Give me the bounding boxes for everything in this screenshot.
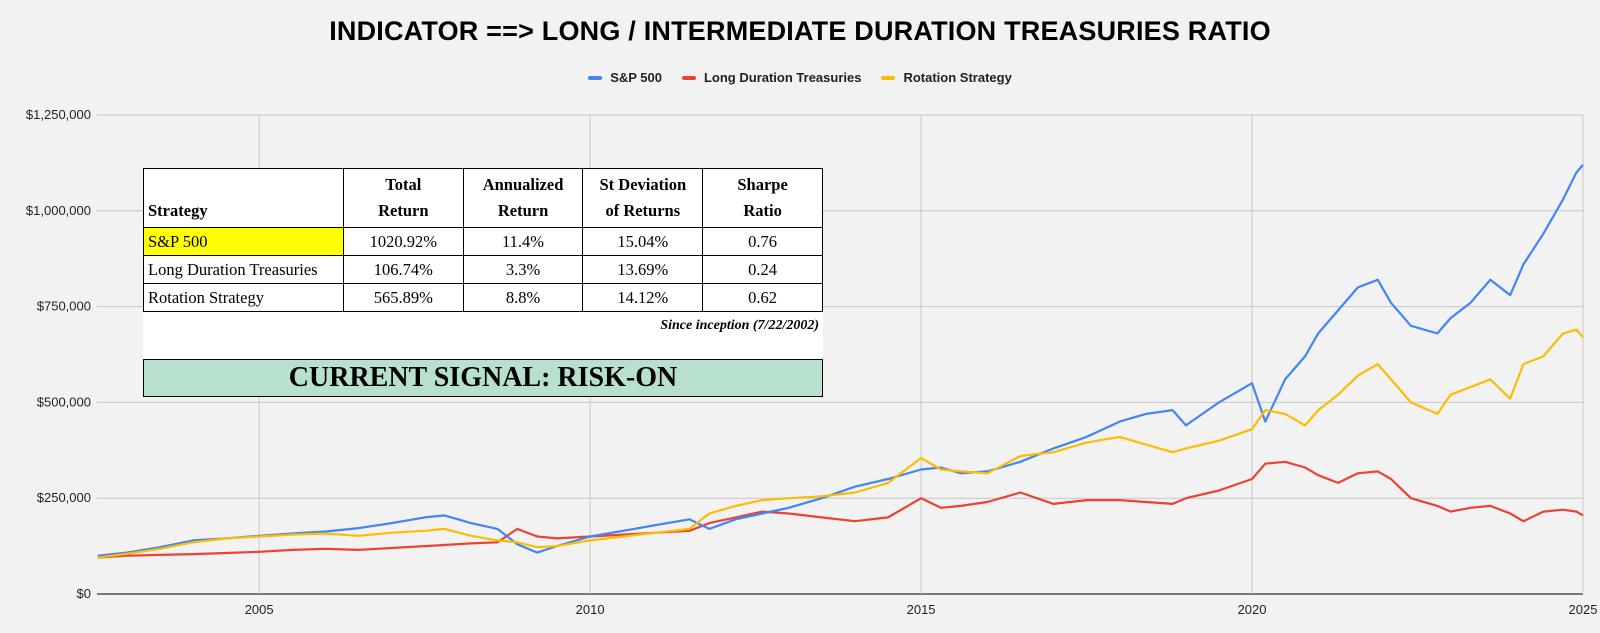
cell-total-return: 1020.92% xyxy=(342,227,464,256)
stats-panel: Strategy Total Return Annualized Return St… xyxy=(143,168,823,397)
table-row: Long Duration Treasuries 106.74% 3.3% 13… xyxy=(143,255,823,284)
header-annual-line1: Annualized xyxy=(482,175,564,194)
chart-title: INDICATOR ==> LONG / INTERMEDIATE DURATI… xyxy=(329,16,1271,46)
cell-sharpe-ratio: 0.24 xyxy=(702,255,823,284)
header-sharpe-ratio: Sharpe Ratio xyxy=(702,168,823,228)
cell-strategy: Rotation Strategy xyxy=(143,283,344,312)
current-signal-banner: CURRENT SIGNAL: RISK-ON xyxy=(143,359,823,397)
y-tick-label: $750,000 xyxy=(37,299,91,314)
table-header-row: Strategy Total Return Annualized Return St… xyxy=(143,168,823,228)
legend-swatch-long-duration xyxy=(681,75,696,80)
header-st-deviation: St Deviation of Returns xyxy=(582,168,704,228)
header-annualized-return: Annualized Return xyxy=(462,168,584,228)
legend-swatch-sp500 xyxy=(588,75,603,80)
header-strategy: Strategy xyxy=(143,168,344,228)
y-tick-label: $1,250,000 xyxy=(26,107,91,122)
series-line-long-duration-treasuries[interactable] xyxy=(97,460,1584,559)
legend-swatch-rotation xyxy=(881,75,896,80)
cell-sharpe-ratio: 0.62 xyxy=(702,283,823,312)
cell-annualized-return: 8.8% xyxy=(462,283,584,312)
header-sharpe-line1: Sharpe xyxy=(737,175,788,194)
x-tick-label: 2025 xyxy=(1569,602,1598,617)
legend-label-sp500: S&P 500 xyxy=(610,70,662,85)
legend: S&P 500 Long Duration Treasuries Rotatio… xyxy=(0,70,1600,85)
x-tick-label: 2020 xyxy=(1238,602,1267,617)
x-tick-label: 2015 xyxy=(907,602,936,617)
stats-table: Strategy Total Return Annualized Return St… xyxy=(143,168,823,312)
since-inception-note: Since inception (7/22/2002) xyxy=(143,312,823,359)
legend-item-long-duration[interactable]: Long Duration Treasuries xyxy=(681,70,862,85)
cell-st-deviation: 15.04% xyxy=(582,227,704,256)
y-tick-label: $1,000,000 xyxy=(26,203,91,218)
series-lines xyxy=(97,164,1584,559)
header-stdev-line2: of Returns xyxy=(605,201,681,220)
cell-strategy: Long Duration Treasuries xyxy=(143,255,344,284)
y-tick-label: $0 xyxy=(77,586,91,601)
cell-annualized-return: 11.4% xyxy=(462,227,584,256)
cell-total-return: 565.89% xyxy=(342,283,464,312)
header-sharpe-line2: Ratio xyxy=(743,201,782,220)
legend-item-sp500[interactable]: S&P 500 xyxy=(588,70,662,85)
x-tick-label: 2010 xyxy=(576,602,605,617)
header-total-return: Total Return xyxy=(342,168,464,228)
axis-labels: $0 $250,000 $500,000 $750,000 $1,000,000 $1,2… xyxy=(26,107,1598,617)
cell-strategy: S&P 500 xyxy=(143,227,344,256)
header-total-line1: Total xyxy=(385,175,422,194)
cell-total-return: 106.74% xyxy=(342,255,464,284)
table-row: Rotation Strategy 565.89% 8.8% 14.12% 0.… xyxy=(143,283,823,312)
legend-item-rotation[interactable]: Rotation Strategy xyxy=(881,70,1012,85)
table-row: S&P 500 1020.92% 11.4% 15.04% 0.76 xyxy=(143,227,823,256)
header-total-line2: Return xyxy=(378,201,429,220)
x-tick-label: 2005 xyxy=(245,602,274,617)
cell-sharpe-ratio: 0.76 xyxy=(702,227,823,256)
series-line-rotation-strategy[interactable] xyxy=(97,328,1584,559)
header-stdev-line1: St Deviation xyxy=(599,175,687,194)
header-annual-line2: Return xyxy=(497,201,549,220)
y-tick-label: $250,000 xyxy=(37,490,91,505)
legend-label-rotation: Rotation Strategy xyxy=(903,70,1012,85)
cell-annualized-return: 3.3% xyxy=(462,255,584,284)
y-tick-label: $500,000 xyxy=(37,394,91,409)
cell-st-deviation: 13.69% xyxy=(582,255,704,284)
legend-label-long-duration: Long Duration Treasuries xyxy=(703,70,862,85)
cell-st-deviation: 14.12% xyxy=(582,283,704,312)
